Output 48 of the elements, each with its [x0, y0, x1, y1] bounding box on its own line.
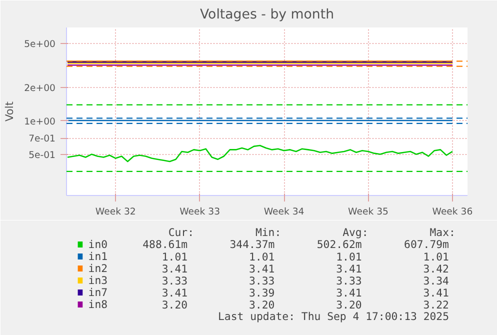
- text: 3.20: [249, 298, 275, 312]
- text: 488.61m: [142, 238, 188, 251]
- text: Min:: [255, 226, 282, 239]
- text: Last update: Thu Sep 4 17:00:13 2025: [218, 310, 449, 323]
- text: Cur:: [168, 226, 194, 239]
- text: 3.41: [249, 262, 275, 276]
- text: 1.01: [336, 250, 362, 264]
- text: 3.42: [423, 262, 449, 276]
- text: 3.33: [336, 274, 362, 288]
- legend-label: in7: [88, 286, 108, 299]
- text: 3.41: [162, 262, 188, 276]
- text: Max:: [430, 226, 456, 239]
- text: 3.41: [423, 286, 449, 300]
- legend-label: in0: [88, 238, 108, 251]
- text: 3.41: [162, 286, 188, 300]
- y-tick-label: 5e-01: [28, 150, 56, 161]
- y-tick-label: 7e-01: [28, 134, 56, 145]
- x-tick-label: Week 34: [264, 206, 304, 218]
- text: 3.20: [162, 298, 188, 312]
- x-tick-label: Week 32: [95, 206, 136, 218]
- x-tick-label: Week 33: [180, 206, 220, 218]
- y-tick-label: 5e+00: [24, 39, 56, 50]
- text: Avg:: [342, 226, 368, 239]
- y-axis-title: Volt: [3, 101, 16, 122]
- legend-label: in3: [88, 274, 108, 287]
- text: 502.62m: [316, 238, 362, 251]
- text: 3.33: [162, 274, 188, 288]
- text: 1.01: [249, 250, 275, 264]
- x-tick-label: Week 35: [348, 206, 389, 218]
- y-tick-label: 1e+00: [24, 116, 56, 128]
- text: 3.41: [336, 262, 362, 276]
- chart-title: Voltages - by month: [200, 8, 334, 22]
- text: 1.01: [162, 250, 188, 264]
- legend-label: in8: [88, 298, 108, 311]
- text: 3.41: [336, 286, 362, 300]
- text: 3.20: [336, 298, 362, 312]
- legend-label: in1: [88, 250, 108, 263]
- text: 3.39: [249, 286, 275, 300]
- y-tick-label: 2e+00: [24, 83, 56, 94]
- line-series: [66, 144, 454, 162]
- text: 3.33: [249, 274, 275, 288]
- x-tick-label: Week 36: [432, 206, 473, 218]
- text: 1.01: [423, 250, 449, 264]
- text: 3.34: [423, 274, 449, 288]
- text: 344.37m: [230, 238, 275, 251]
- text: 607.79m: [404, 238, 449, 251]
- legend-label: in2: [88, 262, 108, 275]
- text: 3.22: [423, 298, 449, 312]
